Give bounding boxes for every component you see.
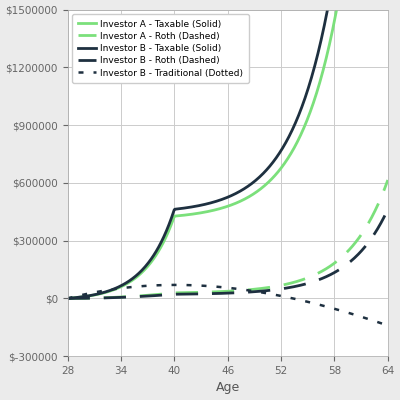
Investor A - Taxable (Solid) bbox=[217, 206, 222, 211]
Line: Investor B - Taxable (Solid): Investor B - Taxable (Solid) bbox=[68, 0, 388, 298]
Investor B - Roth (Dashed) bbox=[386, 207, 390, 212]
Line: Investor B - Roth (Dashed): Investor B - Roth (Dashed) bbox=[68, 209, 388, 298]
Investor B - Roth (Dashed) bbox=[65, 296, 70, 301]
Investor B - Roth (Dashed) bbox=[256, 289, 261, 294]
Investor A - Taxable (Solid) bbox=[328, 39, 332, 44]
Investor B - Traditional (Dotted) bbox=[65, 296, 70, 301]
Investor A - Roth (Dashed) bbox=[328, 264, 332, 269]
Investor A - Taxable (Solid) bbox=[65, 296, 70, 301]
Investor B - Roth (Dashed) bbox=[378, 222, 382, 227]
Investor A - Roth (Dashed) bbox=[238, 288, 243, 293]
Investor B - Taxable (Solid) bbox=[256, 176, 261, 180]
Investor B - Roth (Dashed) bbox=[217, 291, 222, 296]
Legend: Investor A - Taxable (Solid), Investor A - Roth (Dashed), Investor B - Taxable (: Investor A - Taxable (Solid), Investor A… bbox=[72, 14, 248, 83]
Line: Investor A - Taxable (Solid): Investor A - Taxable (Solid) bbox=[68, 0, 388, 298]
Investor A - Taxable (Solid) bbox=[256, 188, 261, 193]
Investor A - Taxable (Solid) bbox=[238, 198, 243, 203]
Investor B - Traditional (Dotted) bbox=[239, 287, 244, 292]
Investor B - Roth (Dashed) bbox=[219, 291, 224, 296]
Investor A - Roth (Dashed) bbox=[217, 289, 222, 294]
Investor B - Traditional (Dotted) bbox=[328, 305, 333, 310]
Investor B - Roth (Dashed) bbox=[238, 290, 243, 295]
Line: Investor A - Roth (Dashed): Investor A - Roth (Dashed) bbox=[68, 180, 388, 298]
Investor B - Traditional (Dotted) bbox=[218, 285, 223, 290]
Investor A - Roth (Dashed) bbox=[386, 178, 390, 182]
Investor B - Traditional (Dotted) bbox=[256, 290, 261, 294]
Investor A - Roth (Dashed) bbox=[219, 289, 224, 294]
Investor B - Traditional (Dotted) bbox=[220, 285, 225, 290]
Investor A - Roth (Dashed) bbox=[378, 197, 382, 202]
Investor B - Roth (Dashed) bbox=[328, 272, 332, 277]
Investor B - Taxable (Solid) bbox=[219, 197, 224, 202]
Investor A - Roth (Dashed) bbox=[256, 286, 261, 291]
Investor B - Traditional (Dotted) bbox=[173, 282, 178, 287]
Investor B - Taxable (Solid) bbox=[238, 188, 243, 193]
Line: Investor B - Traditional (Dotted): Investor B - Traditional (Dotted) bbox=[68, 285, 388, 326]
Investor B - Taxable (Solid) bbox=[217, 198, 222, 202]
Investor A - Roth (Dashed) bbox=[65, 296, 70, 301]
Investor A - Taxable (Solid) bbox=[219, 206, 224, 210]
X-axis label: Age: Age bbox=[216, 382, 240, 394]
Investor B - Taxable (Solid) bbox=[65, 296, 70, 301]
Investor B - Traditional (Dotted) bbox=[378, 321, 383, 326]
Investor B - Traditional (Dotted) bbox=[386, 323, 390, 328]
